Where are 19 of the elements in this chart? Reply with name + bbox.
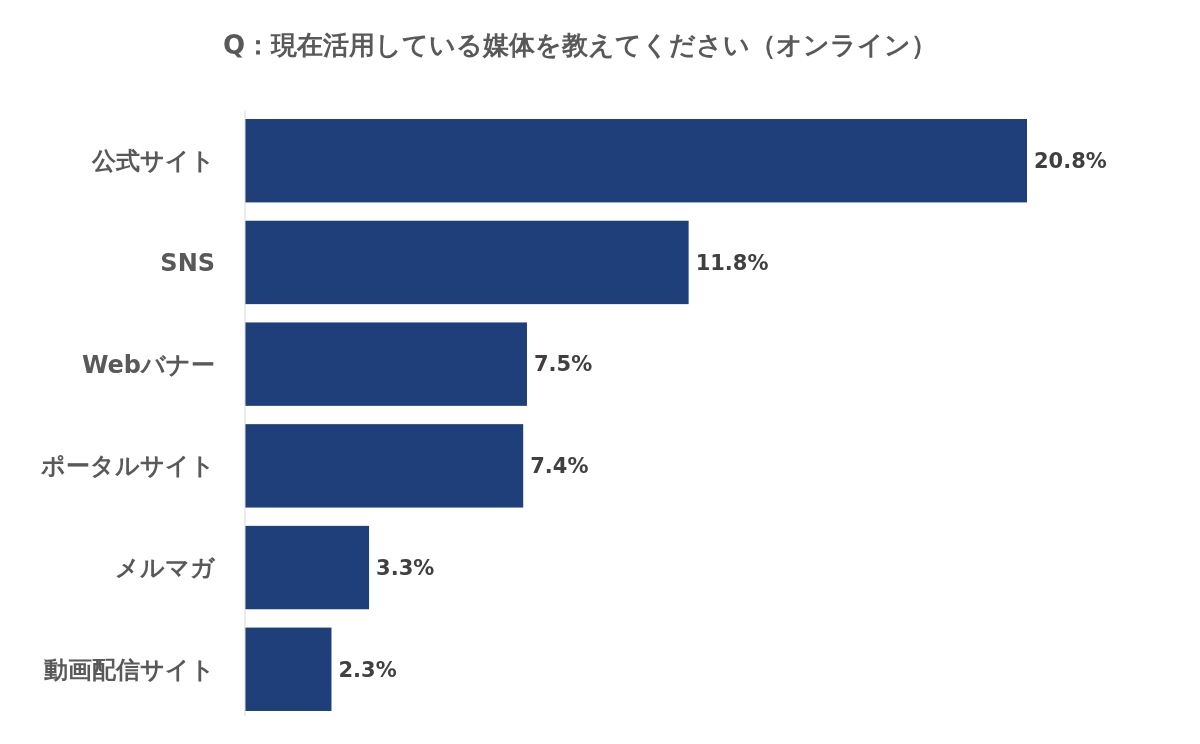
y-tick-label: 動画配信サイト	[43, 655, 215, 684]
chart-title: Q：現在活用している媒体を教えてください（オンライン）	[222, 30, 938, 61]
data-label: 2.3%	[338, 657, 397, 682]
data-label: 3.3%	[376, 555, 435, 580]
y-tick-label: ポータルサイト	[40, 452, 215, 481]
data-label: 7.5%	[533, 352, 593, 377]
bar	[245, 220, 689, 305]
bar	[245, 322, 527, 406]
y-tick-label: SNS	[160, 248, 215, 277]
y-tick-label: メルマガ	[115, 553, 216, 582]
bar	[245, 119, 1027, 203]
y-tick-label: Webバナー	[81, 350, 215, 379]
bar	[245, 627, 332, 711]
y-tick-label: 公式サイト	[91, 147, 215, 176]
bar	[245, 424, 524, 508]
bar	[245, 525, 370, 610]
data-label: 20.8%	[1034, 149, 1107, 174]
data-label: 7.4%	[530, 454, 589, 479]
data-label: 11.8%	[695, 250, 769, 275]
